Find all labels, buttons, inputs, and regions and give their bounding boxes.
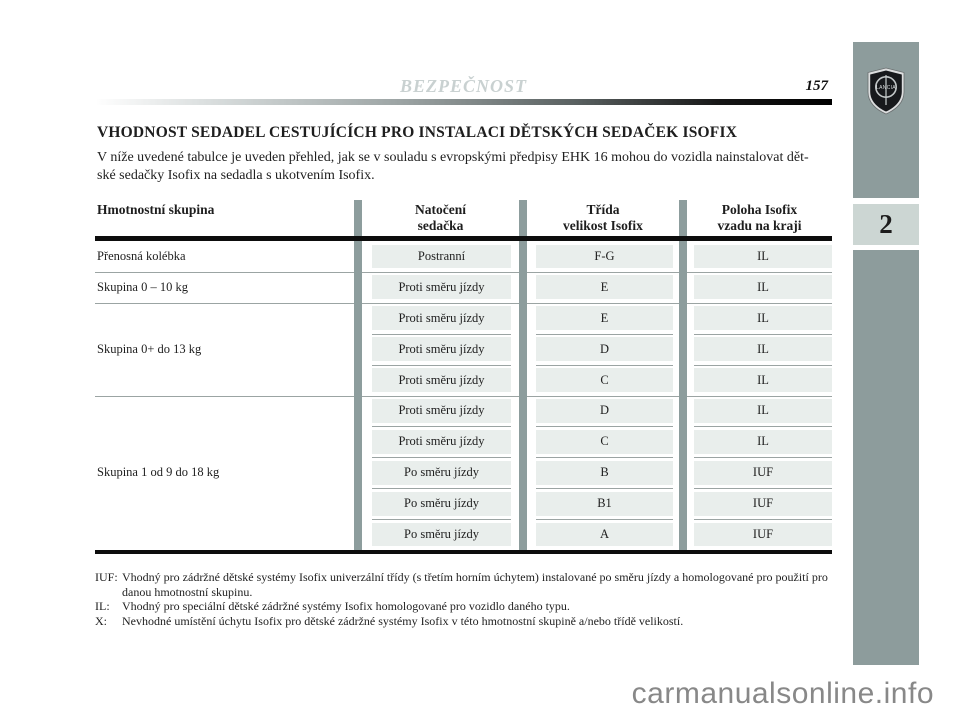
isofix-position-cell: IUF — [694, 460, 832, 485]
sidebar-lower-block — [853, 250, 919, 665]
intro-line-2: ské sedačky Isofix na sedadla s ukotvení… — [97, 167, 375, 183]
row-separator-line — [694, 364, 832, 366]
footnote: X: Nevhodné umístění úchytu Isofix pro dě… — [95, 614, 835, 629]
isofix-class-cell: E — [536, 275, 673, 300]
table-bottom-rule — [95, 549, 832, 554]
intro-line-1: V níže uvedené tabulce je uveden přehled… — [97, 150, 809, 165]
footnote: IUF: Vhodný pro zádržné dětské systémy Is… — [95, 570, 835, 599]
isofix-position-cell: IL — [694, 429, 832, 454]
isofix-position-cell: IL — [694, 244, 832, 269]
group-separator-line — [95, 395, 832, 397]
isofix-position-cell: IL — [694, 337, 832, 362]
footnote-text: Vhodný pro speciální dětské zádržné syst… — [122, 599, 570, 613]
group-separator-line — [95, 271, 832, 273]
header-gradient-rule — [97, 99, 832, 105]
isofix-position-cell: IL — [694, 399, 832, 423]
row-separator-line — [694, 519, 832, 521]
column-header-line: Poloha Isofix — [721, 202, 798, 217]
column-header-isofix-class: Třída velikost Isofix — [527, 202, 679, 233]
column-header-line: vzadu na kraji — [717, 217, 802, 233]
running-head: BEZPEČNOST — [399, 76, 528, 96]
seat-orientation-cell: Po směru jízdy — [372, 522, 511, 547]
seat-orientation-cell: Proti směru jízdy — [372, 275, 511, 300]
isofix-class-cell: A — [536, 522, 673, 547]
row-separator-line — [372, 457, 511, 459]
row-separator-line — [694, 333, 832, 335]
watermark: carmanualsonline.info — [631, 677, 934, 710]
column-header-line: sedačka — [417, 217, 464, 233]
column-header-isofix-position: Poloha Isofix vzadu na kraji — [687, 202, 832, 233]
isofix-position-cell: IL — [694, 306, 832, 331]
row-separator-line — [694, 457, 832, 459]
isofix-class-cell: C — [536, 368, 673, 392]
page-number: 157 — [805, 78, 829, 94]
svg-text:LANCIA: LANCIA — [876, 85, 896, 91]
footnote-text: Nevhodné umístění úchytu Isofix pro děts… — [122, 613, 684, 628]
isofix-class-cell: B1 — [536, 491, 673, 516]
isofix-suitability-table: Hmotnostní skupina Natočení sedačka Tříd… — [95, 200, 832, 554]
sidebar-logo-block: LANCIA — [853, 42, 919, 198]
group-separator-line — [95, 302, 832, 304]
seat-orientation-cell: Po směru jízdy — [372, 491, 511, 516]
column-header-weight-group: Hmotnostní skupina — [97, 202, 215, 217]
isofix-position-cell: IUF — [694, 522, 832, 547]
weight-group-label: Přenosná kolébka — [97, 248, 186, 263]
seat-orientation-cell: Proti směru jízdy — [372, 306, 511, 331]
isofix-class-cell: D — [536, 399, 673, 423]
footnote-text: Vhodný pro zádržné dětské systémy Isofix… — [122, 570, 828, 599]
isofix-position-cell: IL — [694, 368, 832, 392]
row-separator-line — [372, 519, 511, 521]
isofix-class-cell: B — [536, 460, 673, 485]
column-header-line: velikost Isofix — [563, 217, 643, 233]
row-separator-line — [372, 364, 511, 366]
row-separator-line — [372, 488, 511, 490]
footnotes: IUF: Vhodný pro zádržné dětské systémy Is… — [95, 570, 835, 628]
row-separator-line — [536, 519, 673, 521]
seat-orientation-cell: Proti směru jízdy — [372, 429, 511, 454]
footnote-label: IL: — [95, 599, 110, 613]
column-header-line: Natočení — [415, 202, 466, 217]
seat-orientation-cell: Po směru jízdy — [372, 460, 511, 485]
column-separator-bar — [679, 200, 687, 554]
weight-group-label: Skupina 1 od 9 do 18 kg — [97, 465, 220, 480]
row-separator-line — [372, 333, 511, 335]
column-header-line: Třída — [586, 202, 620, 217]
row-separator-line — [536, 488, 673, 490]
seat-orientation-cell: Postranní — [372, 244, 511, 269]
isofix-class-cell: C — [536, 429, 673, 454]
column-separator-bar — [354, 200, 362, 554]
footnote-label: X: — [95, 613, 107, 628]
isofix-class-cell: E — [536, 306, 673, 331]
isofix-class-cell: F-G — [536, 244, 673, 269]
footnote-label: IUF: — [95, 570, 118, 584]
row-separator-line — [536, 333, 673, 335]
row-separator-line — [372, 426, 511, 428]
section-title: VHODNOST SEDADEL CESTUJÍCÍCH PRO INSTALA… — [97, 124, 738, 141]
row-separator-line — [694, 488, 832, 490]
table-header-rule — [95, 236, 832, 241]
chapter-number: 2 — [879, 209, 893, 239]
lancia-logo-icon: LANCIA — [867, 67, 905, 115]
isofix-position-cell: IUF — [694, 491, 832, 516]
row-separator-line — [536, 426, 673, 428]
seat-orientation-cell: Proti směru jízdy — [372, 337, 511, 362]
isofix-position-cell: IL — [694, 275, 832, 300]
row-separator-line — [536, 457, 673, 459]
column-separator-bar — [519, 200, 527, 554]
seat-orientation-cell: Proti směru jízdy — [372, 399, 511, 423]
column-header-seat-orientation: Natočení sedačka — [362, 202, 519, 233]
intro-paragraph: V níže uvedené tabulce je uveden přehled… — [97, 149, 809, 184]
chapter-tab: 2 — [853, 204, 919, 245]
isofix-class-cell: D — [536, 337, 673, 362]
weight-group-label: Skupina 0 – 10 kg — [97, 279, 188, 294]
seat-orientation-cell: Proti směru jízdy — [372, 368, 511, 392]
weight-group-label: Skupina 0+ do 13 kg — [97, 341, 202, 356]
row-separator-line — [536, 364, 673, 366]
row-separator-line — [694, 426, 832, 428]
footnote: IL: Vhodný pro speciální dětské zádržné s… — [95, 599, 835, 614]
